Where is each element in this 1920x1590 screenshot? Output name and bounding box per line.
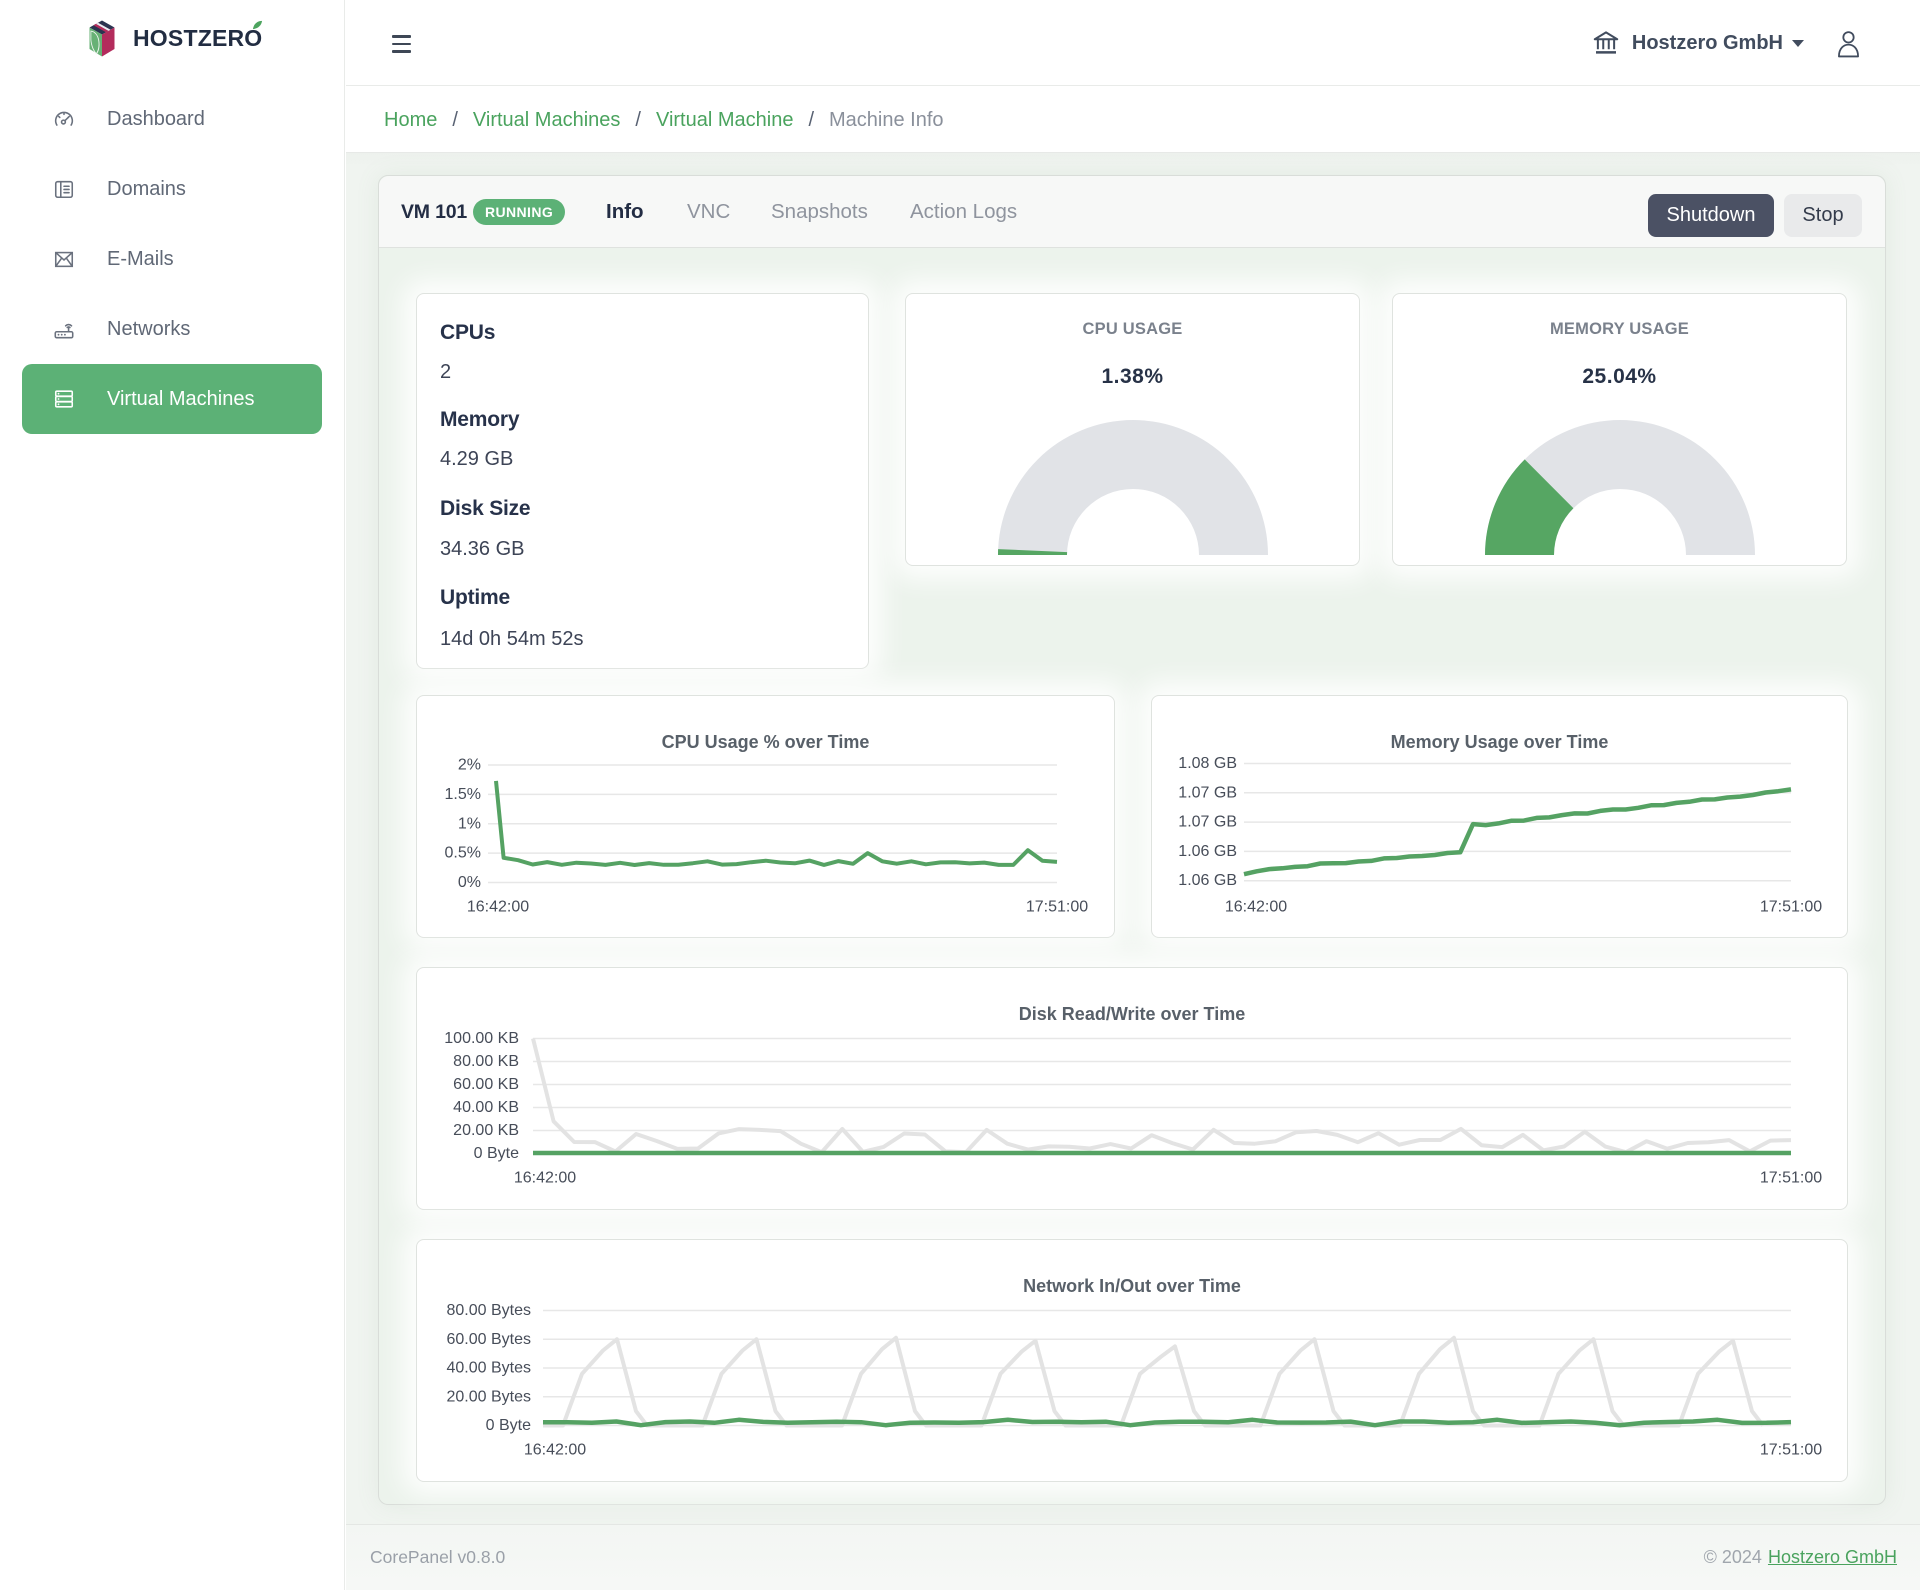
svg-text:80.00 KB: 80.00 KB [453,1053,519,1070]
svg-text:17:51:00: 17:51:00 [1026,899,1088,916]
svg-text:1%: 1% [458,815,481,832]
svg-text:16:42:00: 16:42:00 [1225,899,1287,916]
svg-text:0%: 0% [458,874,481,891]
svg-text:20.00 KB: 20.00 KB [453,1122,519,1139]
svg-text:1.07 GB: 1.07 GB [1178,784,1237,801]
svg-text:1.06 GB: 1.06 GB [1178,843,1237,860]
svg-text:17:51:00: 17:51:00 [1760,1170,1822,1187]
svg-text:40.00 KB: 40.00 KB [453,1099,519,1116]
svg-text:17:51:00: 17:51:00 [1760,1442,1822,1459]
svg-text:40.00 Bytes: 40.00 Bytes [447,1360,532,1377]
svg-text:0 Byte: 0 Byte [486,1417,531,1434]
svg-text:0 Byte: 0 Byte [474,1145,519,1162]
svg-text:80.00 Bytes: 80.00 Bytes [447,1302,532,1319]
svg-text:16:42:00: 16:42:00 [467,899,529,916]
svg-text:16:42:00: 16:42:00 [514,1170,576,1187]
svg-text:0.5%: 0.5% [445,845,481,862]
svg-text:1.5%: 1.5% [445,786,481,803]
svg-text:1.08 GB: 1.08 GB [1178,755,1237,772]
svg-text:20.00 Bytes: 20.00 Bytes [447,1388,532,1405]
svg-text:60.00 Bytes: 60.00 Bytes [447,1331,532,1348]
svg-text:2%: 2% [458,757,481,774]
svg-text:1.06 GB: 1.06 GB [1178,872,1237,889]
svg-text:16:42:00: 16:42:00 [524,1442,586,1459]
svg-text:60.00 KB: 60.00 KB [453,1076,519,1093]
svg-text:17:51:00: 17:51:00 [1760,899,1822,916]
svg-text:100.00 KB: 100.00 KB [444,1030,519,1047]
svg-text:1.07 GB: 1.07 GB [1178,814,1237,831]
